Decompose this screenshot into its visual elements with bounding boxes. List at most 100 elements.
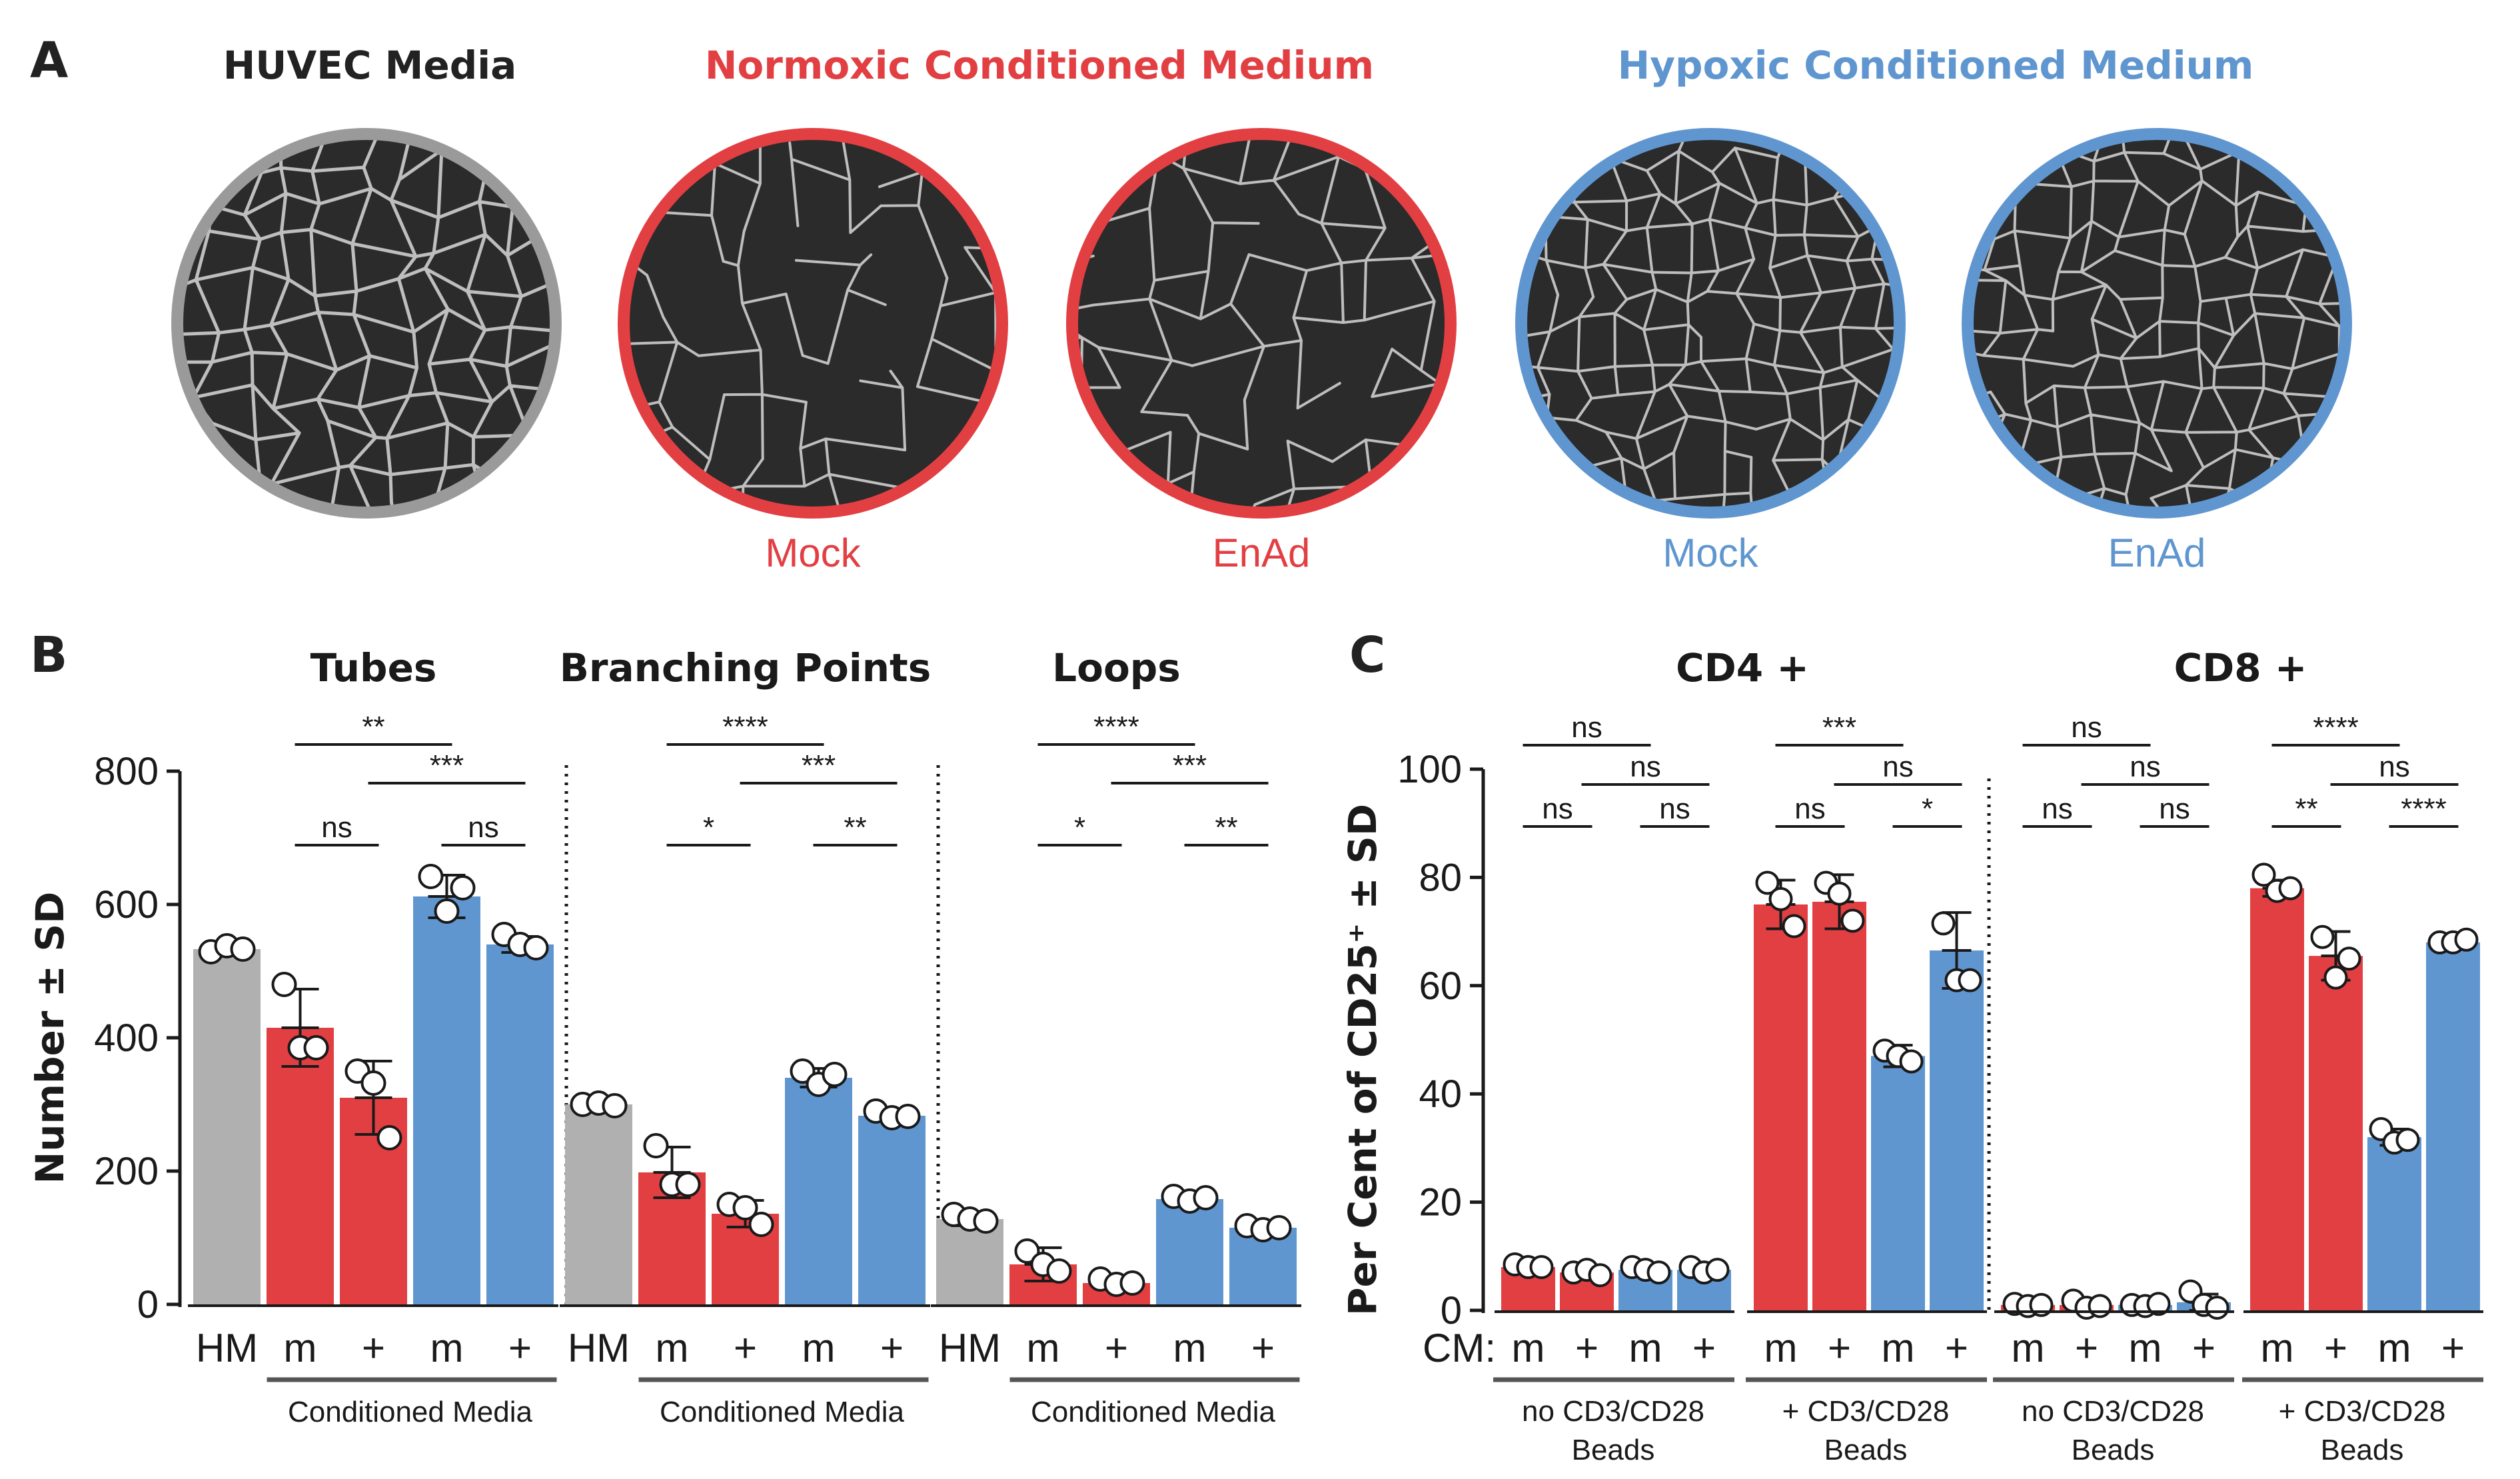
c-group-footer-label: Beads (2072, 1434, 2155, 1466)
b-significance-label: *** (430, 749, 464, 782)
c-data-point (2205, 1295, 2229, 1320)
b-category-label: m (656, 1326, 689, 1370)
c-category-label: m (2378, 1326, 2411, 1370)
c-significance-label: ns (2042, 792, 2072, 825)
b-y-axis-title: Number ± SD (27, 892, 73, 1184)
b-y-tick-label: 0 (137, 1283, 159, 1326)
c-data-point (2029, 1292, 2054, 1317)
b-group-footer-label: Conditioned Media (1031, 1396, 1275, 1428)
b-significance-label: * (1074, 811, 1085, 844)
b-category-label: + (734, 1326, 757, 1370)
c-group-footer-label: + CD3/CD28 (1782, 1395, 1950, 1428)
c-data-point (1646, 1260, 1671, 1285)
b-significance-label: ** (1215, 811, 1237, 844)
c-category-label: m (1882, 1326, 1915, 1370)
b-significance-label: * (703, 811, 714, 844)
c-y-tick-label: 0 (1441, 1289, 1462, 1332)
c-data-point (1755, 870, 1780, 895)
b-category-label: HM (196, 1326, 258, 1370)
b-data-point (732, 1195, 758, 1220)
c-category-label: m (2012, 1326, 2045, 1370)
c-bar-0-1-3 (1930, 950, 1984, 1310)
b-data-point (230, 936, 256, 962)
huvec-media-title: HUVEC Media (223, 43, 517, 88)
c-category-label: m (2129, 1326, 2162, 1370)
caption-hypoxic-enad: EnAd (2108, 531, 2206, 575)
b-category-label: + (362, 1326, 385, 1370)
c-data-point (2251, 862, 2276, 887)
b-y-tick-label: 200 (94, 1150, 159, 1193)
b-data-point (790, 1058, 816, 1084)
b-category-label: m (430, 1326, 464, 1370)
b-significance-label: ** (844, 811, 866, 844)
c-significance-label: *** (1822, 711, 1856, 744)
c-group-footer-label: no CD3/CD28 (1522, 1395, 1704, 1428)
b-data-point (418, 864, 444, 889)
c-data-point (2337, 946, 2361, 971)
b-data-point (973, 1208, 999, 1234)
c-bar-0-1-0 (1754, 904, 1808, 1310)
c-y-tick-label: 20 (1419, 1181, 1462, 1224)
c-category-label: m (2261, 1326, 2294, 1370)
c-data-point (2323, 965, 2348, 990)
c-y-tick-label: 100 (1397, 748, 1462, 791)
b-category-label: m (284, 1326, 317, 1370)
c-bar-1-1-0 (2250, 888, 2304, 1310)
c-group-footer-label: + CD3/CD28 (2279, 1395, 2446, 1428)
c-group-footer-label: Beads (2321, 1434, 2404, 1466)
b-significance-label: ** (362, 711, 384, 743)
c-significance-label: ns (1571, 711, 1602, 744)
b-bar-0-0 (193, 949, 261, 1304)
b-group-footer-label: Conditioned Media (288, 1396, 532, 1428)
c-significance-label: ** (2295, 792, 2317, 825)
c-data-point (1958, 968, 1982, 992)
c-group-footer-label: Beads (1824, 1434, 1908, 1466)
b-bar-0-4 (486, 944, 554, 1304)
c-significance-label: **** (2313, 711, 2359, 744)
b-category-label: m (802, 1326, 836, 1370)
c-category-label: m (1629, 1326, 1662, 1370)
c-significance-label: ns (2071, 711, 2102, 744)
c-y-tick-label: 40 (1419, 1072, 1462, 1116)
c-category-label: + (2324, 1326, 2347, 1370)
c-category-label: m (1764, 1326, 1798, 1370)
b-subplot-title: Tubes (311, 645, 437, 691)
c-category-label: + (1692, 1326, 1716, 1370)
caption-normoxic-enad: EnAd (1212, 531, 1311, 575)
microscopy-normoxic-enad-image (1065, 127, 1458, 520)
b-data-point (822, 1062, 848, 1087)
c-data-point (1588, 1263, 1612, 1288)
b-bar-2-0 (936, 1219, 1003, 1304)
c-data-point (1529, 1255, 1554, 1280)
c-significance-label: * (1922, 792, 1933, 825)
c-category-label: + (1828, 1326, 1851, 1370)
b-data-point (1046, 1258, 1072, 1284)
normoxic-medium-title: Normoxic Conditioned Medium (704, 43, 1375, 88)
panel-b-letter: B (30, 627, 68, 684)
b-data-point (523, 935, 549, 960)
b-bar-1-3 (785, 1078, 852, 1304)
b-significance-label: *** (1173, 749, 1207, 782)
c-significance-label: ns (1659, 792, 1690, 825)
c-category-label: + (2192, 1326, 2215, 1370)
c-y-axis-title: Per Cent of CD25⁺ ± SD (1340, 804, 1385, 1316)
b-significance-label: **** (722, 711, 768, 743)
c-significance-label: ns (2379, 750, 2409, 783)
b-category-label: m (1173, 1326, 1207, 1370)
b-data-point (602, 1093, 628, 1118)
c-significance-label: **** (2401, 792, 2447, 825)
c-significance-label: ns (1882, 750, 1913, 783)
c-data-point (1840, 908, 1865, 933)
microscopy-huvec-image (170, 127, 563, 520)
c-group-footer-label: Beads (1572, 1434, 1655, 1466)
c-category-label: + (1575, 1326, 1598, 1370)
b-data-point (1193, 1185, 1219, 1210)
c-data-point (1782, 914, 1806, 938)
c-data-point (1768, 886, 1793, 911)
c-significance-label: ns (2159, 792, 2190, 825)
c-bar-1-1-3 (2426, 942, 2480, 1310)
b-bar-2-3 (1156, 1199, 1223, 1304)
b-category-label: m (1027, 1326, 1060, 1370)
caption-hypoxic-mock: Mock (1662, 531, 1758, 575)
